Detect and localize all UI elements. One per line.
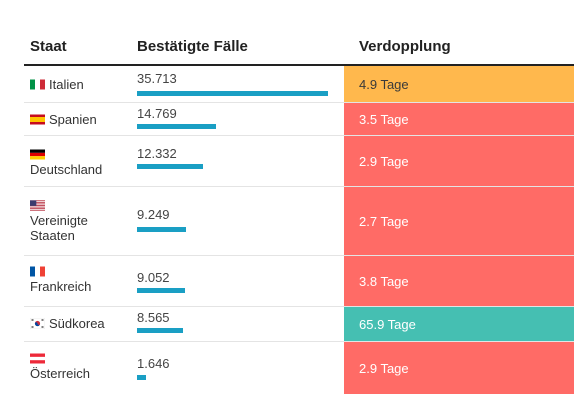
cases-value: 35.713 xyxy=(137,71,177,86)
cases-bar xyxy=(137,124,216,129)
doubling-cell: 65.9 Tage xyxy=(344,307,574,341)
country-name: Südkorea xyxy=(49,316,105,331)
cases-value: 9.052 xyxy=(137,270,170,285)
usa-flag-icon xyxy=(30,200,45,211)
austria-flag-icon xyxy=(30,353,45,364)
cases-bar xyxy=(137,288,185,293)
country-cell: Italien xyxy=(30,77,84,92)
cases-value: 9.249 xyxy=(137,207,170,222)
cases-bar xyxy=(137,91,328,96)
country-cell: Frankreich xyxy=(30,266,91,294)
cases-value: 8.565 xyxy=(137,310,170,325)
table-row: Österreich 1.646 2.9 Tage xyxy=(24,342,574,394)
doubling-cell: 3.5 Tage xyxy=(344,103,574,135)
header-doubling: Verdopplung xyxy=(359,38,451,55)
country-name: Deutschland xyxy=(30,162,103,177)
country-cell: Vereinigte Staaten xyxy=(30,200,100,243)
country-name: Spanien xyxy=(49,112,97,127)
cases-bar xyxy=(137,164,203,169)
france-flag-icon xyxy=(30,266,45,277)
country-name: Österreich xyxy=(30,366,90,381)
cases-bar xyxy=(137,328,183,333)
doubling-cell: 2.9 Tage xyxy=(344,342,574,394)
table-row: Vereinigte Staaten 9.249 2.7 Tage xyxy=(24,187,574,256)
cases-bar xyxy=(137,227,186,232)
south-korea-flag-icon xyxy=(30,318,45,329)
country-cell: Deutschland xyxy=(30,149,102,177)
doubling-cell: 2.7 Tage xyxy=(344,187,574,255)
cases-value: 14.769 xyxy=(137,106,177,121)
table-header: Staat Bestätigte Fälle Verdopplung xyxy=(24,30,574,66)
country-cell: Südkorea xyxy=(30,316,105,331)
header-country: Staat xyxy=(30,38,67,55)
spain-flag-icon xyxy=(30,114,45,125)
cases-bar xyxy=(137,375,146,380)
country-cell: Spanien xyxy=(30,112,97,127)
header-cases: Bestätigte Fälle xyxy=(137,38,248,55)
doubling-cell: 4.9 Tage xyxy=(344,66,574,102)
doubling-cell: 3.8 Tage xyxy=(344,256,574,306)
cases-value: 12.332 xyxy=(137,146,177,161)
table-row: Frankreich 9.052 3.8 Tage xyxy=(24,256,574,307)
country-name: Italien xyxy=(49,77,84,92)
table-row: Spanien 14.769 3.5 Tage xyxy=(24,103,574,136)
table-row: Deutschland 12.332 2.9 Tage xyxy=(24,136,574,187)
doubling-cell: 2.9 Tage xyxy=(344,136,574,186)
table-row: Südkorea 8.565 65.9 Tage xyxy=(24,307,574,342)
table-row: Italien 35.713 4.9 Tage xyxy=(24,66,574,103)
country-name: Vereinigte Staaten xyxy=(30,213,88,243)
country-cell: Österreich xyxy=(30,353,90,381)
country-name: Frankreich xyxy=(30,279,92,294)
cases-value: 1.646 xyxy=(137,356,170,371)
italy-flag-icon xyxy=(30,79,45,90)
germany-flag-icon xyxy=(30,149,45,160)
